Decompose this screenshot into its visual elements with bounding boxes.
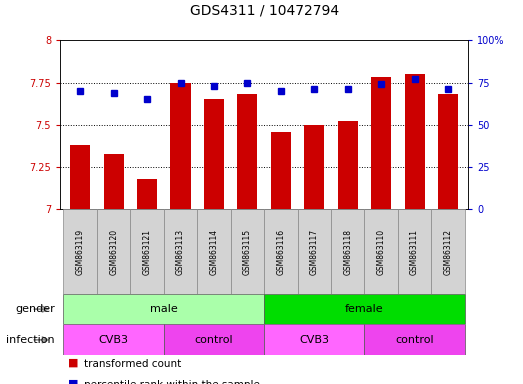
Text: GSM863119: GSM863119 xyxy=(76,228,85,275)
Bar xyxy=(304,125,324,209)
Text: GSM863115: GSM863115 xyxy=(243,228,252,275)
Bar xyxy=(130,209,164,294)
Bar xyxy=(97,209,130,294)
Bar xyxy=(264,324,365,355)
Text: GSM863110: GSM863110 xyxy=(377,228,385,275)
Text: ■: ■ xyxy=(68,379,78,384)
Bar xyxy=(365,209,398,294)
Text: CVB3: CVB3 xyxy=(299,335,329,345)
Text: GDS4311 / 10472794: GDS4311 / 10472794 xyxy=(189,3,339,17)
Text: infection: infection xyxy=(6,335,55,345)
Text: transformed count: transformed count xyxy=(84,359,181,369)
Bar xyxy=(63,324,164,355)
Text: GSM863121: GSM863121 xyxy=(143,228,152,275)
Bar xyxy=(371,78,391,209)
Bar xyxy=(405,74,425,209)
Text: GSM863111: GSM863111 xyxy=(410,228,419,275)
Bar xyxy=(231,209,264,294)
Bar xyxy=(431,209,465,294)
Text: GSM863116: GSM863116 xyxy=(276,228,286,275)
Bar xyxy=(338,121,358,209)
Text: female: female xyxy=(345,304,384,314)
Bar xyxy=(70,145,90,209)
Bar xyxy=(63,209,97,294)
Text: ■: ■ xyxy=(68,358,78,368)
Text: GSM863114: GSM863114 xyxy=(209,228,219,275)
Bar xyxy=(204,99,224,209)
Bar xyxy=(137,179,157,209)
Bar xyxy=(197,209,231,294)
Text: GSM863118: GSM863118 xyxy=(343,228,352,275)
Bar xyxy=(438,94,458,209)
Bar xyxy=(264,294,465,324)
Bar xyxy=(170,83,190,209)
Bar xyxy=(164,209,197,294)
Text: CVB3: CVB3 xyxy=(99,335,129,345)
Bar xyxy=(104,154,123,209)
Bar xyxy=(264,209,298,294)
Bar xyxy=(365,324,465,355)
Bar xyxy=(237,94,257,209)
Text: GSM863113: GSM863113 xyxy=(176,228,185,275)
Text: control: control xyxy=(395,335,434,345)
Bar xyxy=(398,209,431,294)
Text: control: control xyxy=(195,335,233,345)
Bar xyxy=(298,209,331,294)
Text: gender: gender xyxy=(15,304,55,314)
Bar xyxy=(63,294,264,324)
Text: GSM863120: GSM863120 xyxy=(109,228,118,275)
Bar xyxy=(331,209,365,294)
Bar xyxy=(164,324,264,355)
Text: GSM863117: GSM863117 xyxy=(310,228,319,275)
Text: percentile rank within the sample: percentile rank within the sample xyxy=(84,380,259,384)
Text: male: male xyxy=(150,304,178,314)
Bar xyxy=(271,132,291,209)
Text: GSM863112: GSM863112 xyxy=(444,228,452,275)
